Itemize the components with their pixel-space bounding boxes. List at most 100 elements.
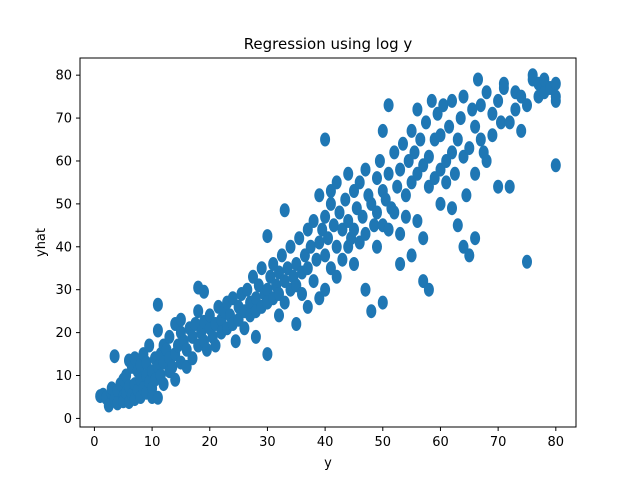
- data-point: [311, 252, 322, 267]
- data-point: [372, 205, 382, 220]
- data-point: [256, 261, 267, 276]
- data-point: [447, 201, 457, 216]
- data-point: [340, 192, 351, 207]
- data-point: [164, 329, 175, 344]
- data-point: [473, 72, 483, 87]
- data-point: [395, 257, 406, 271]
- data-point: [294, 231, 305, 246]
- data-point: [447, 93, 457, 108]
- data-point: [550, 93, 561, 108]
- data-point: [522, 98, 532, 113]
- data-point: [308, 274, 319, 289]
- data-point: [377, 123, 388, 138]
- data-point: [395, 162, 406, 177]
- data-point: [369, 218, 380, 233]
- data-point: [144, 338, 155, 353]
- data-point: [274, 308, 284, 323]
- data-point: [152, 323, 163, 338]
- data-point: [331, 175, 342, 190]
- data-point: [400, 209, 411, 224]
- data-point: [357, 209, 368, 224]
- data-point: [510, 102, 521, 117]
- data-point: [487, 128, 498, 143]
- data-point: [158, 377, 169, 392]
- data-point: [435, 196, 446, 211]
- data-point: [372, 239, 382, 254]
- data-point: [276, 248, 287, 263]
- data-point: [452, 218, 463, 233]
- data-point: [262, 347, 273, 362]
- axes-layer: [79, 57, 577, 428]
- data-point: [210, 338, 221, 353]
- data-point: [398, 136, 408, 151]
- data-point: [444, 119, 455, 134]
- data-point: [343, 166, 354, 181]
- data-point: [242, 282, 253, 297]
- x-tick-label: 50: [375, 435, 392, 450]
- data-point: [441, 175, 452, 190]
- data-point: [415, 132, 426, 147]
- data-point: [320, 282, 331, 297]
- data-point: [302, 261, 313, 276]
- data-point: [320, 209, 331, 224]
- data-point: [372, 171, 382, 186]
- data-point: [493, 93, 504, 108]
- data-point: [461, 188, 472, 203]
- data-point: [464, 141, 475, 156]
- x-axis-label: y: [324, 456, 332, 471]
- data-point: [458, 89, 469, 104]
- data-point: [320, 248, 331, 263]
- data-point: [325, 196, 336, 211]
- y-tick-label: 60: [55, 154, 72, 169]
- data-point: [406, 248, 417, 263]
- data-point: [320, 132, 331, 147]
- y-tick-label: 20: [55, 326, 72, 341]
- data-point: [349, 257, 359, 271]
- y-tick-label: 0: [64, 412, 72, 427]
- data-point: [447, 145, 457, 160]
- y-tick-label: 40: [55, 240, 72, 255]
- data-point: [323, 231, 333, 246]
- data-point: [383, 222, 394, 237]
- data-point: [475, 98, 486, 113]
- x-tick-label: 0: [90, 435, 98, 450]
- data-point: [412, 214, 423, 228]
- x-tick-label: 70: [490, 435, 507, 450]
- data-point: [334, 205, 345, 220]
- data-point: [383, 98, 394, 113]
- data-point: [360, 282, 371, 297]
- data-point: [504, 179, 515, 194]
- data-point: [481, 85, 492, 100]
- data-point: [328, 218, 339, 233]
- data-point: [406, 123, 417, 138]
- data-point: [504, 115, 515, 130]
- data-point: [423, 282, 434, 297]
- data-point: [175, 312, 186, 327]
- data-point: [400, 188, 411, 203]
- data-point: [302, 299, 313, 314]
- data-point: [199, 284, 209, 299]
- data-point: [496, 115, 506, 130]
- data-point: [331, 269, 342, 284]
- data-point: [550, 158, 561, 173]
- points-layer: [95, 68, 561, 413]
- data-point: [279, 203, 290, 218]
- data-point: [412, 102, 423, 117]
- data-point: [522, 254, 532, 269]
- data-point: [193, 304, 204, 319]
- data-point: [262, 229, 273, 244]
- data-point: [389, 205, 400, 220]
- x-tick-label: 80: [548, 435, 565, 450]
- data-point: [438, 98, 449, 113]
- x-tick-label: 40: [317, 435, 334, 450]
- data-point: [467, 102, 478, 117]
- data-point: [409, 145, 420, 160]
- data-point: [152, 297, 163, 312]
- data-point: [109, 349, 120, 364]
- data-point: [377, 295, 388, 310]
- y-tick-label: 30: [55, 283, 72, 298]
- data-point: [395, 226, 406, 241]
- data-point: [426, 93, 437, 108]
- data-point: [383, 166, 394, 181]
